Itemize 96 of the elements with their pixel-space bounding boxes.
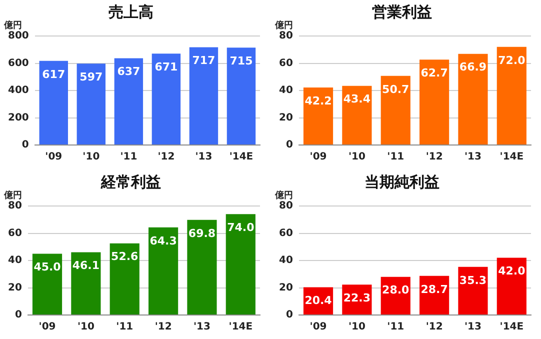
bar — [148, 227, 178, 314]
x-tick-label: '11 — [387, 152, 404, 163]
y-tick-label: 20 — [8, 282, 22, 294]
x-tick-label: '14E — [500, 322, 524, 333]
y-tick-label: 80 — [8, 200, 22, 212]
y-tick-label: 20 — [278, 112, 293, 124]
data-label: 617 — [42, 68, 66, 81]
data-label: 671 — [154, 60, 178, 74]
data-label: 20.4 — [304, 294, 332, 308]
x-tick-label: '10 — [77, 322, 94, 333]
bar — [32, 254, 62, 314]
data-label: 35.3 — [459, 274, 487, 287]
x-tick-label: '10 — [348, 152, 366, 163]
y-tick-label: 600 — [8, 58, 29, 69]
data-label: 74.0 — [227, 221, 255, 234]
bar — [380, 76, 410, 144]
y-tick-label: 20 — [278, 282, 293, 294]
x-tick-label: '13 — [195, 152, 212, 163]
y-axis-title: 億円 — [3, 190, 22, 201]
x-tick-label: '14E — [229, 152, 254, 163]
x-tick-label: '09 — [310, 322, 327, 333]
x-tick-label: '11 — [387, 322, 404, 333]
bar — [189, 47, 218, 144]
y-axis-title: 億円 — [274, 190, 293, 201]
data-label: 637 — [117, 65, 140, 78]
bar — [226, 214, 256, 314]
x-tick-label: '14E — [500, 152, 524, 163]
chart-title: 営業利益 — [372, 2, 432, 21]
bar — [187, 220, 217, 314]
x-tick-label: '13 — [193, 322, 211, 333]
x-tick-label: '12 — [426, 322, 443, 333]
y-tick-label: 200 — [8, 112, 29, 124]
data-label: 715 — [230, 54, 253, 68]
x-tick-label: '10 — [82, 152, 100, 163]
bar — [420, 60, 450, 144]
y-tick-label: 40 — [278, 255, 293, 266]
y-tick-label: 60 — [278, 58, 293, 69]
data-label: 22.3 — [343, 291, 371, 304]
x-tick-label: '12 — [154, 322, 172, 333]
y-tick-label: 800 — [8, 30, 29, 42]
chart-title: 経常利益 — [100, 172, 161, 191]
bar — [76, 64, 106, 144]
data-label: 46.1 — [72, 259, 100, 272]
y-tick-label: 60 — [278, 228, 293, 239]
data-label: 28.0 — [382, 284, 410, 297]
x-tick-label: '11 — [116, 322, 134, 333]
y-tick-label: 0 — [14, 310, 22, 321]
x-tick-label: '13 — [464, 152, 482, 163]
bar — [114, 58, 144, 144]
y-tick-label: 40 — [8, 255, 22, 266]
y-axis-title: 億円 — [3, 20, 22, 31]
data-label: 64.3 — [150, 234, 177, 248]
bar — [496, 46, 526, 144]
x-tick-label: '12 — [426, 152, 443, 163]
data-label: 42.0 — [498, 264, 526, 278]
x-tick-label: '09 — [45, 152, 62, 163]
y-tick-label: 80 — [278, 200, 293, 212]
y-tick-label: 0 — [286, 310, 293, 321]
y-tick-label: 400 — [8, 85, 29, 96]
x-tick-label: '14E — [228, 322, 253, 333]
x-tick-label: '09 — [38, 322, 56, 333]
bar — [303, 88, 334, 144]
data-label: 69.8 — [188, 226, 216, 240]
data-label: 28.7 — [420, 282, 448, 296]
y-tick-label: 80 — [278, 30, 293, 42]
data-label: 597 — [80, 70, 103, 84]
bar — [226, 48, 256, 144]
bar — [110, 243, 140, 314]
y-tick-label: 60 — [8, 228, 22, 239]
data-label: 62.7 — [420, 66, 448, 80]
x-tick-label: '11 — [120, 152, 138, 163]
x-tick-label: '10 — [348, 322, 366, 333]
data-label: 52.6 — [111, 250, 139, 264]
bar — [71, 252, 101, 314]
data-label: 66.9 — [459, 60, 487, 74]
bar — [496, 258, 526, 314]
chart-title: 売上高 — [108, 2, 154, 21]
bar — [39, 60, 68, 144]
data-label: 42.2 — [304, 94, 332, 108]
data-label: 43.4 — [343, 92, 371, 106]
data-label: 72.0 — [498, 54, 526, 67]
chart-title: 当期純利益 — [364, 172, 440, 191]
y-tick-label: 0 — [286, 140, 293, 151]
data-label: 45.0 — [34, 260, 62, 274]
y-tick-label: 0 — [22, 140, 29, 151]
x-tick-label: '13 — [464, 322, 482, 333]
x-tick-label: '12 — [158, 152, 175, 163]
bar — [152, 54, 181, 144]
bar — [342, 86, 372, 144]
bar — [458, 54, 488, 144]
data-label: 717 — [192, 54, 216, 68]
x-tick-label: '09 — [310, 152, 327, 163]
y-axis-title: 億円 — [274, 20, 293, 31]
data-label: 50.7 — [382, 82, 410, 96]
bar — [458, 266, 488, 314]
y-tick-label: 40 — [278, 85, 293, 96]
